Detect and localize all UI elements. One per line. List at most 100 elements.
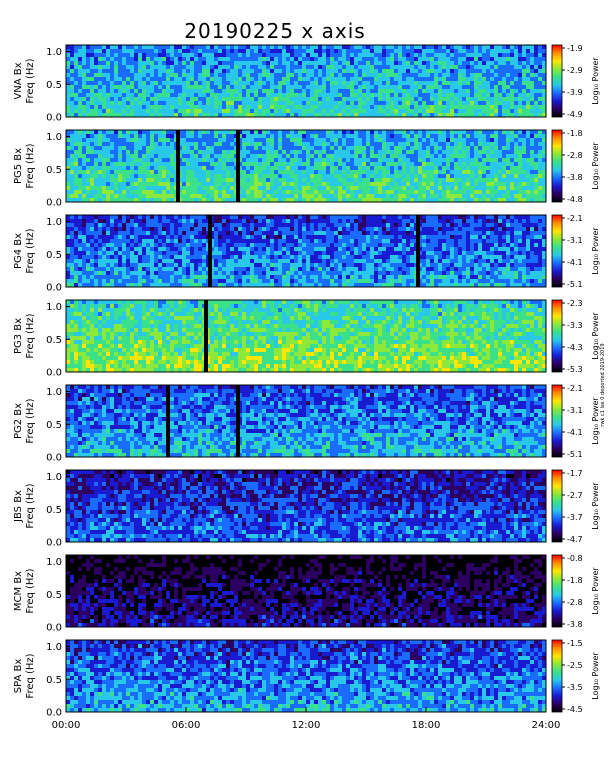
- x-tick-label: 24:00: [532, 720, 561, 731]
- side-note: rwk c1 lse 0 deported 2019-2019: [600, 343, 606, 426]
- data-gap: [236, 385, 240, 457]
- x-tick-label: 18:00: [412, 720, 441, 731]
- colorbar-tick-label: -3.5: [567, 683, 583, 692]
- spectrogram-image: [66, 555, 546, 627]
- y-tick-label: 1.0: [46, 132, 62, 143]
- colorbar-tick-label: -2.8: [567, 151, 583, 160]
- station-label: MCM Bx: [13, 571, 24, 611]
- colorbar-tick-label: -5.1: [567, 280, 583, 289]
- data-gap: [176, 130, 180, 202]
- colorbar-tick-label: -4.9: [567, 110, 583, 119]
- y-tick-label: 0.5: [46, 165, 62, 176]
- chart-title: 20190225 x axis: [184, 19, 365, 43]
- x-tick-label: 12:00: [292, 720, 321, 731]
- spectrogram-image: [66, 300, 546, 372]
- spectrogram-image: [66, 640, 546, 712]
- colorbar-tick-label: -4.5: [567, 705, 583, 714]
- y-tick-label: 0.5: [46, 335, 62, 346]
- y-tick-label: 1.0: [46, 217, 62, 228]
- colorbar-label: Log₁₀ Power: [591, 567, 600, 615]
- y-tick-label: 0.5: [46, 590, 62, 601]
- colorbar-tick-label: -3.3: [567, 321, 583, 330]
- colorbar-tick-label: -5.1: [567, 450, 583, 459]
- y-tick-label: 0.0: [46, 198, 62, 209]
- y-tick-label: 0.5: [46, 420, 62, 431]
- colorbar-tick-label: -4.7: [567, 535, 583, 544]
- station-label: JBS Bx: [13, 490, 24, 523]
- y-tick-label: 1.0: [46, 387, 62, 398]
- colorbar-label: Log₁₀ Power: [591, 652, 600, 700]
- y-tick-label: 1.0: [46, 472, 62, 483]
- y-tick-label: 1.0: [46, 642, 62, 653]
- colorbar-tick-label: -2.7: [567, 491, 583, 500]
- colorbar-label: Log₁₀ Power: [591, 312, 600, 360]
- station-label: PG2 Bx: [13, 403, 24, 439]
- colorbar-tick-label: -3.1: [567, 236, 583, 245]
- colorbar-label: Log₁₀ Power: [591, 142, 600, 190]
- freq-axis-label: Freq (Hz): [25, 58, 36, 103]
- station-label: PG3 Bx: [13, 318, 24, 354]
- colorbar-tick-label: -4.3: [567, 343, 583, 352]
- colorbar-tick-label: -4.1: [567, 258, 583, 267]
- y-tick-label: 1.0: [46, 47, 62, 58]
- colorbar-tick-label: -4.1: [567, 428, 583, 437]
- colorbar-tick-label: -3.8: [567, 173, 583, 182]
- y-tick-label: 1.0: [46, 302, 62, 313]
- y-tick-label: 0.0: [46, 368, 62, 379]
- freq-axis-label: Freq (Hz): [25, 398, 36, 443]
- colorbar: [552, 385, 562, 457]
- colorbar-tick-label: -0.8: [567, 554, 583, 563]
- colorbar-tick-label: -2.5: [567, 661, 583, 670]
- freq-axis-label: Freq (Hz): [25, 483, 36, 528]
- spectrogram-image: [66, 45, 546, 117]
- spectrogram-image: [66, 385, 546, 457]
- data-gap: [204, 300, 208, 372]
- colorbar-tick-label: -2.1: [567, 384, 583, 393]
- data-gap: [236, 130, 240, 202]
- x-tick-label: 06:00: [172, 720, 201, 731]
- y-tick-label: 1.0: [46, 557, 62, 568]
- spectrogram-image: [66, 470, 546, 542]
- colorbar-label: Log₁₀ Power: [591, 482, 600, 530]
- colorbar: [552, 470, 562, 542]
- freq-axis-label: Freq (Hz): [25, 313, 36, 358]
- colorbar-tick-label: -4.8: [567, 195, 583, 204]
- colorbar: [552, 300, 562, 372]
- colorbar-tick-label: -2.8: [567, 598, 583, 607]
- colorbar: [552, 640, 562, 712]
- y-tick-label: 0.0: [46, 623, 62, 634]
- freq-axis-label: Freq (Hz): [25, 568, 36, 613]
- spectrogram-image: [66, 130, 546, 202]
- station-label: VNA Bx: [13, 62, 24, 99]
- colorbar-label: Log₁₀ Power: [591, 227, 600, 275]
- freq-axis-label: Freq (Hz): [25, 228, 36, 273]
- colorbar-tick-label: -3.1: [567, 406, 583, 415]
- colorbar-label: Log₁₀ Power: [591, 57, 600, 105]
- data-gap: [208, 215, 212, 287]
- freq-axis-label: Freq (Hz): [25, 143, 36, 188]
- y-tick-label: 0.0: [46, 538, 62, 549]
- y-tick-label: 0.5: [46, 250, 62, 261]
- y-tick-label: 0.5: [46, 80, 62, 91]
- x-tick-label: 00:00: [52, 720, 81, 731]
- station-label: PG5 Bx: [13, 148, 24, 184]
- colorbar: [552, 555, 562, 627]
- colorbar-tick-label: -5.3: [567, 365, 583, 374]
- station-label: PG4 Bx: [13, 233, 24, 269]
- data-gap: [416, 215, 420, 287]
- colorbar: [552, 45, 562, 117]
- colorbar-tick-label: -2.1: [567, 214, 583, 223]
- y-tick-label: 0.0: [46, 453, 62, 464]
- station-label: SPA Bx: [13, 659, 24, 694]
- colorbar-tick-label: -2.9: [567, 66, 583, 75]
- y-tick-label: 0.0: [46, 283, 62, 294]
- colorbar-tick-label: -3.9: [567, 88, 583, 97]
